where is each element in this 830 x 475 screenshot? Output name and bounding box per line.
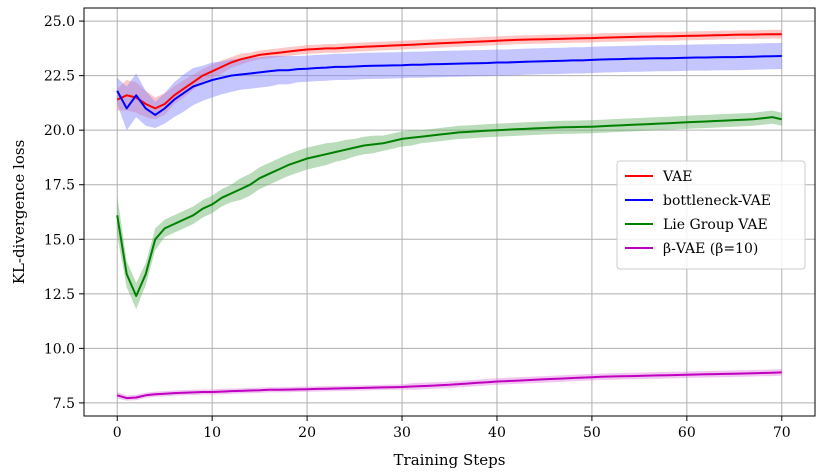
axis-ticks: 0 10 20 30 40 50 60 70 7.5 10.0 12.5 15.0 17.5 20.0 22… — [44, 14, 791, 441]
x-tick-label: 40 — [488, 425, 506, 441]
series-line-2 — [116, 116, 783, 297]
series-line-0 — [116, 33, 782, 110]
band-1 — [117, 42, 782, 131]
x-tick-label: 0 — [113, 425, 122, 441]
legend-label: bottleneck-VAE — [663, 193, 771, 209]
x-tick-label: 20 — [298, 425, 316, 441]
legend-label: VAE — [662, 169, 693, 185]
x-tick-label: 60 — [678, 425, 696, 441]
y-axis-label: KL-divergence loss — [10, 140, 28, 285]
y-tick-label: 7.5 — [53, 396, 75, 412]
legend-box — [616, 160, 806, 270]
x-tick-label: 30 — [393, 425, 411, 441]
x-axis-label: Training Steps — [394, 451, 506, 469]
y-tick-label: 12.5 — [44, 287, 75, 303]
x-tick-label: 10 — [203, 425, 221, 441]
y-tick-label: 25.0 — [44, 14, 75, 30]
x-tick-label: 50 — [583, 425, 601, 441]
legend-label: Lie Group VAE — [663, 217, 768, 233]
series-line-1 — [116, 55, 782, 116]
plot-frame — [83, 7, 816, 417]
y-tick-label: 22.5 — [44, 69, 75, 85]
band-2 — [117, 110, 782, 310]
y-tick-label: 10.0 — [44, 341, 75, 357]
x-tick-label: 70 — [773, 425, 791, 441]
y-tick-label: 15.0 — [44, 232, 75, 248]
legend: VAE bottleneck-VAE Lie Group VAE β-VAE (β=1… — [616, 160, 806, 270]
y-tick-label: 17.5 — [44, 178, 75, 194]
legend-label: β-VAE (β=10) — [663, 241, 758, 257]
series-lines — [116, 33, 783, 400]
y-tick-label: 20.0 — [44, 123, 75, 139]
series-line-3 — [116, 371, 782, 400]
